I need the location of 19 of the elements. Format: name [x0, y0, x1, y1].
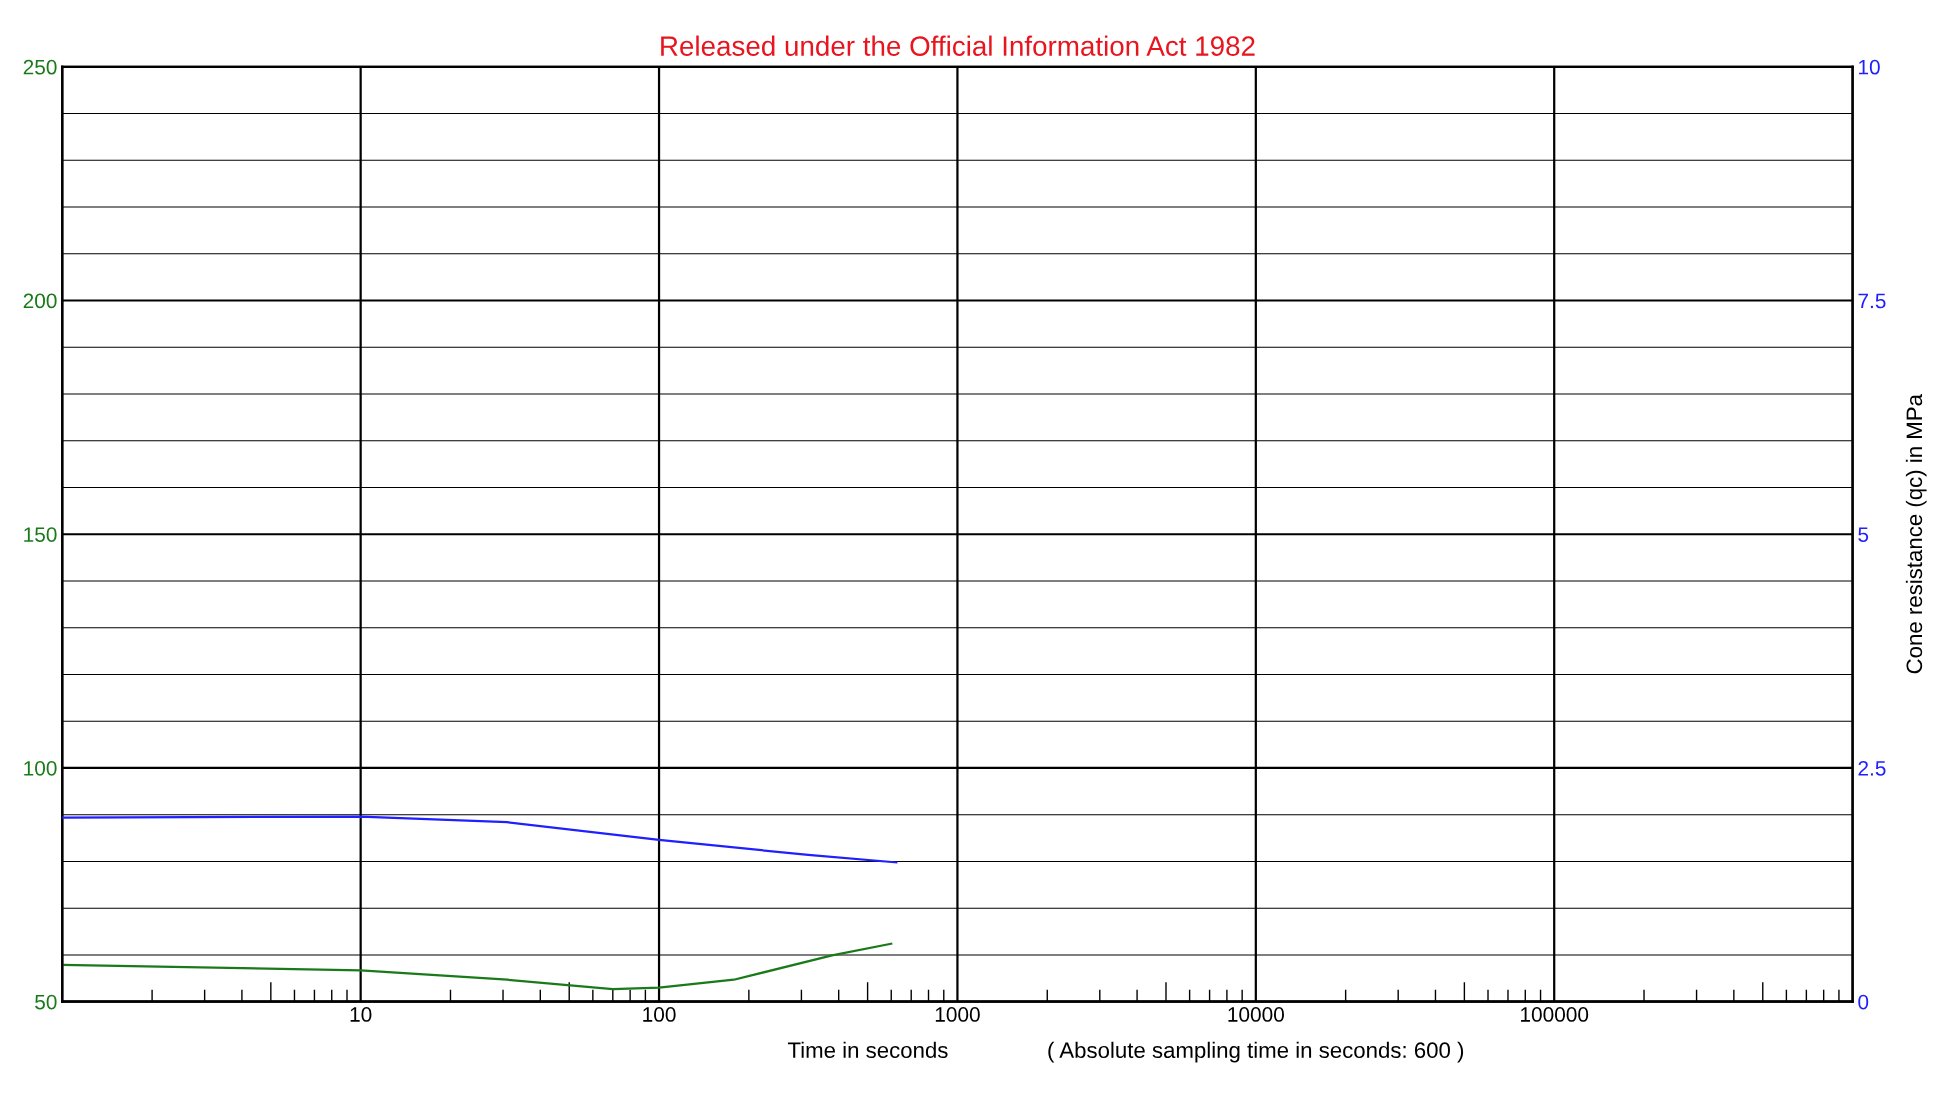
x-tick-label: 10000 — [1228, 1007, 1284, 1022]
y2-tick-label: 0 — [1858, 994, 1869, 1010]
x-tick-label: 100 — [643, 1007, 676, 1022]
y-tick-label: 100 — [24, 760, 57, 776]
y2-tick-label: 7.5 — [1858, 293, 1886, 309]
y-tick-label: 150 — [24, 527, 57, 542]
y-tick-label: 250 — [23, 59, 57, 75]
y2-axis-title: Cone resistance (qc) in MPa — [1905, 394, 1927, 674]
x-tick-label: 10 — [350, 1007, 372, 1022]
y2-tick-label: 2.5 — [1858, 760, 1886, 776]
x-axis-title: Time in seconds — [787, 1041, 948, 1059]
y2-tick-label: 5 — [1858, 527, 1869, 542]
text: ( Absolute sampling time in seconds: 600 ) — [1048, 1041, 1464, 1063]
x-tick-label: 100000 — [1521, 1007, 1589, 1022]
chart-title: Released under the Official Information Act 1982 — [661, 35, 1255, 56]
y2-tick-label: 10 — [1859, 59, 1880, 75]
y-tick-label: 200 — [23, 293, 57, 309]
x-tick-label: 1000 — [935, 1007, 980, 1022]
y-tick-label: 50 — [35, 994, 57, 1010]
